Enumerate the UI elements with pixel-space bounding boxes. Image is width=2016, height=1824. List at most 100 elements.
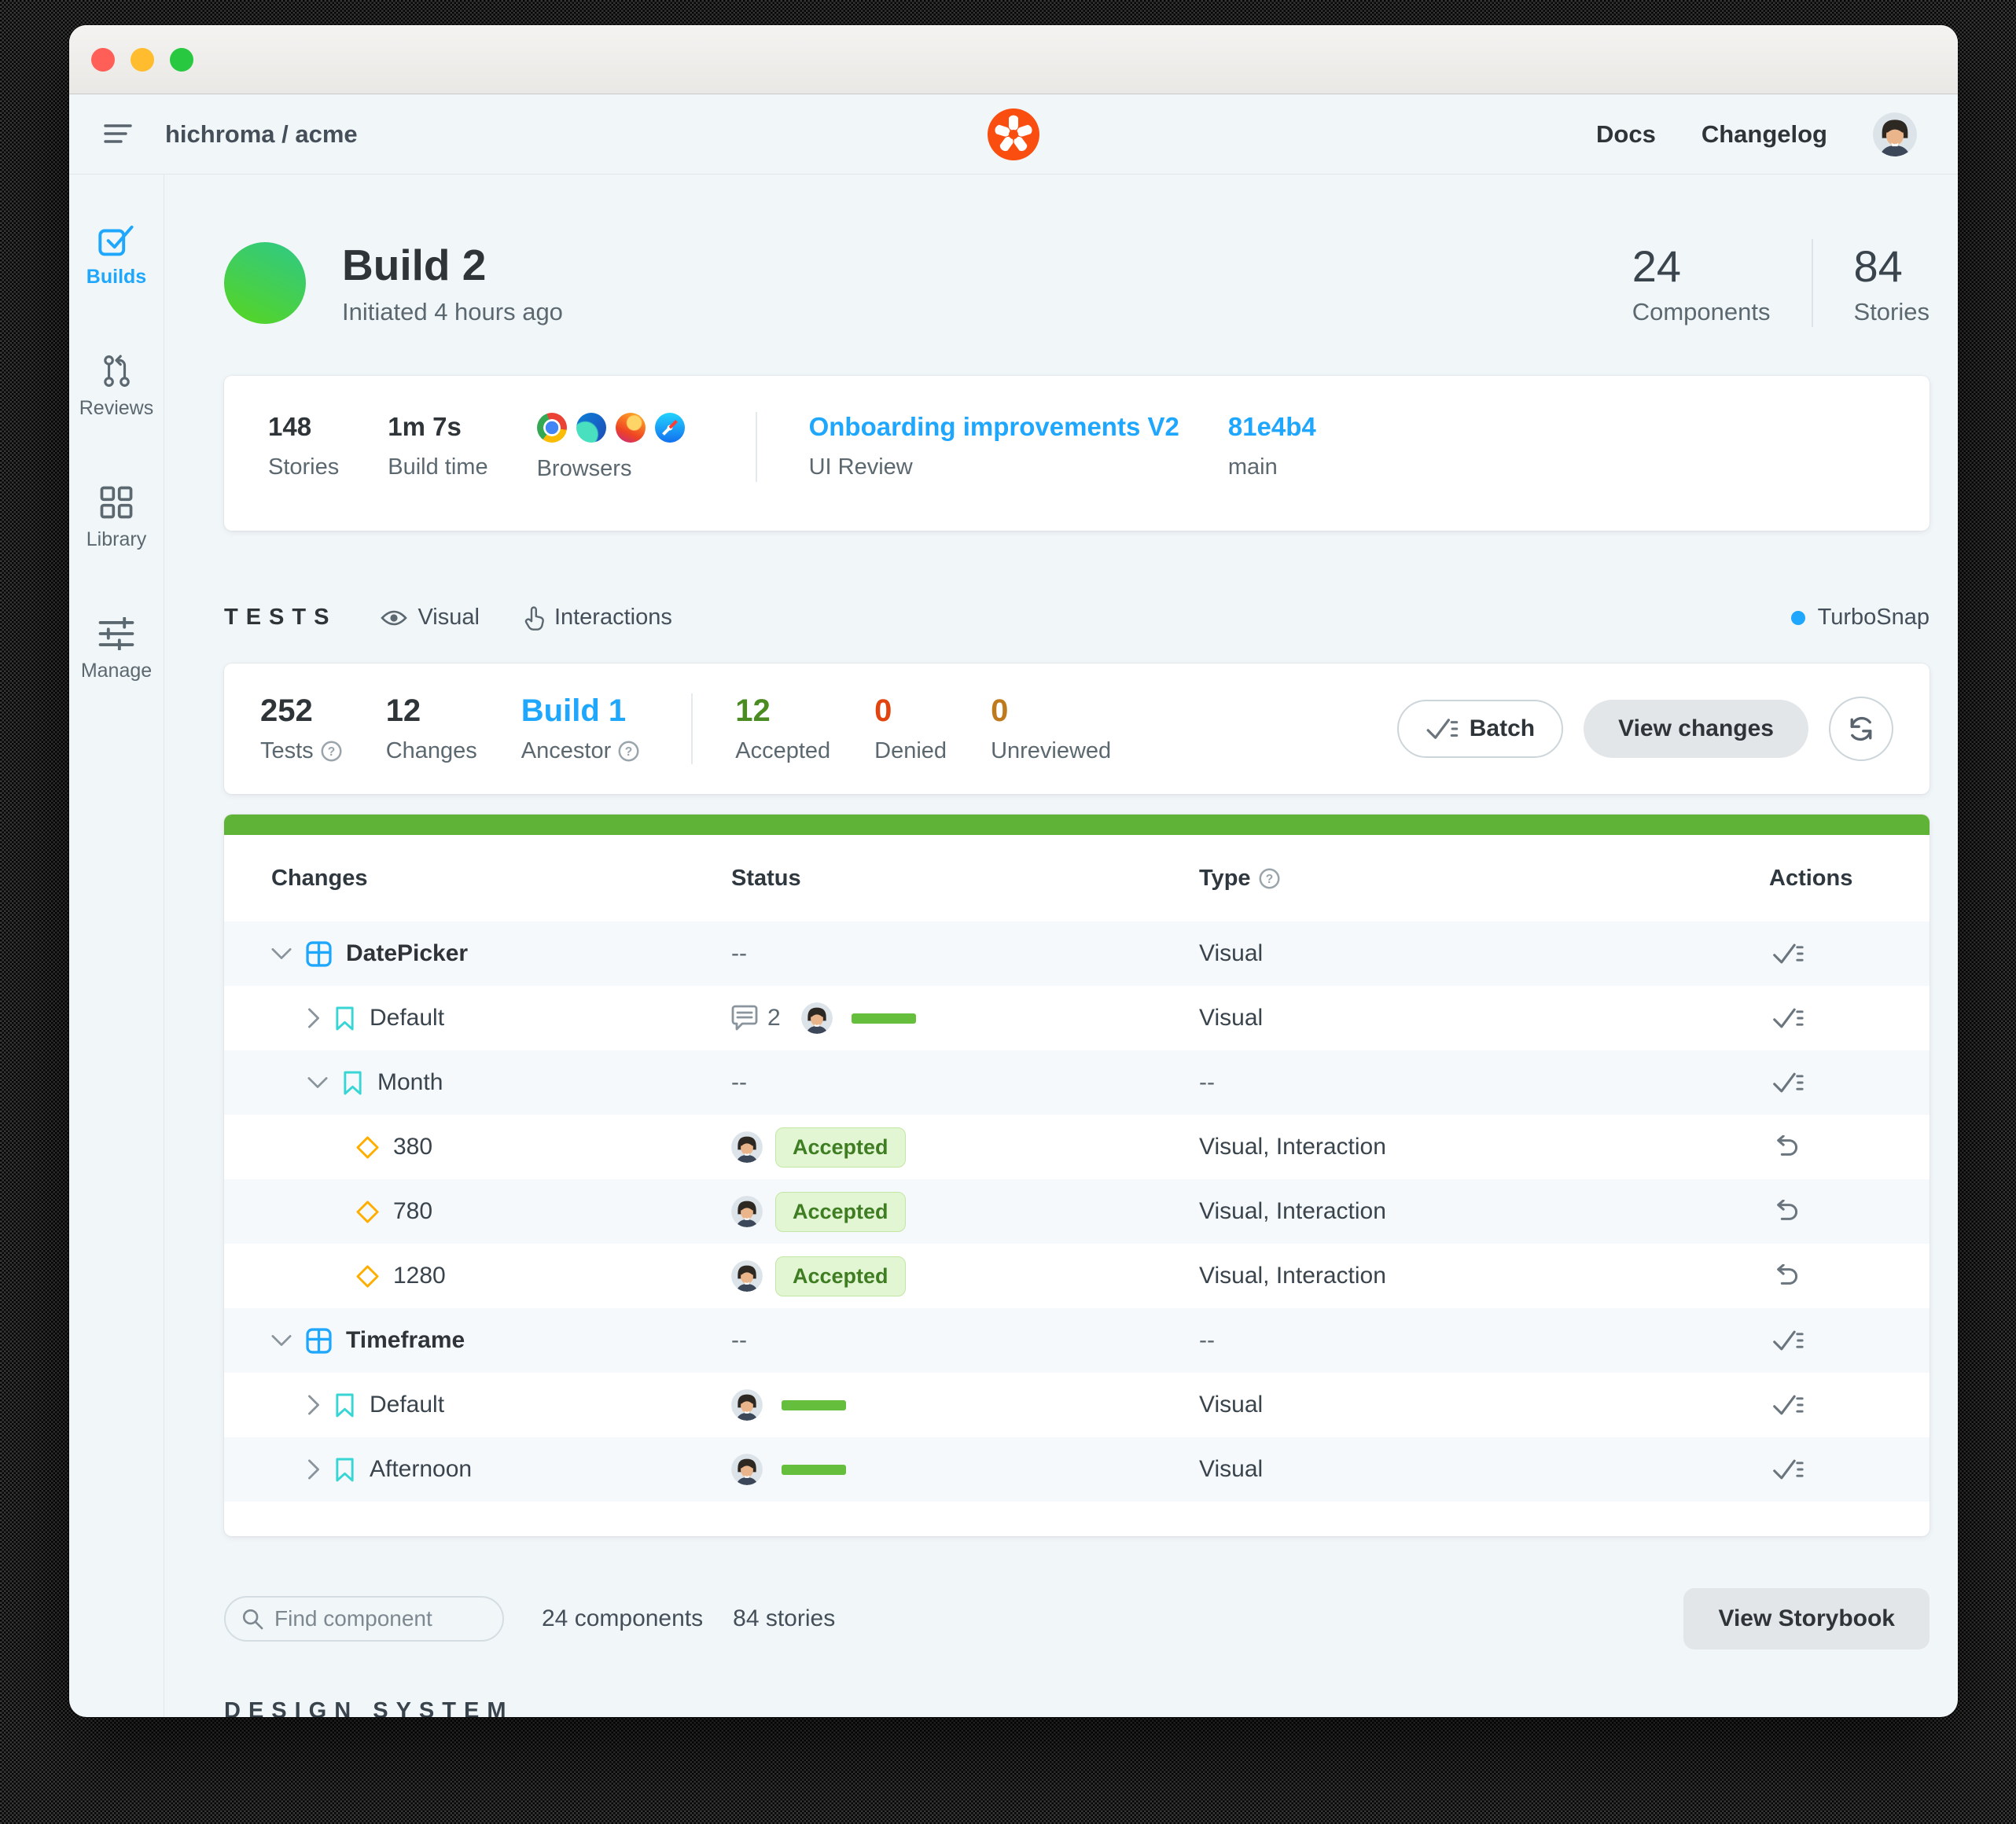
chevron-right-icon[interactable] [307, 1459, 320, 1480]
chevron-down-icon[interactable] [271, 1334, 292, 1347]
sidebar-item-builds[interactable]: Builds [86, 223, 146, 289]
story-name[interactable]: Default [370, 1392, 445, 1418]
sidebar-item-manage[interactable]: Manage [81, 617, 152, 682]
table-row[interactable]: Default Visual [224, 1373, 1930, 1437]
accepted-bar [782, 1399, 846, 1410]
chevron-right-icon[interactable] [307, 1395, 320, 1415]
zoom-window-button[interactable] [170, 47, 193, 72]
component-icon [306, 1328, 332, 1354]
turbosnap-indicator[interactable]: TurboSnap [1790, 605, 1930, 631]
sidebar-item-reviews[interactable]: Reviews [79, 355, 153, 420]
viewport-name[interactable]: 1280 [393, 1263, 446, 1289]
component-name[interactable]: Timeframe [346, 1327, 465, 1353]
batch-icon [1772, 1329, 1804, 1352]
story-name[interactable]: Month [377, 1069, 443, 1095]
tests-label: Tests [260, 738, 314, 763]
batch-accept-button[interactable] [1769, 1326, 1807, 1355]
story-name[interactable]: Default [370, 1005, 445, 1031]
tests-section-header: TESTS Visual Interactions TurboSnap [224, 605, 1930, 631]
comment-icon [731, 1005, 758, 1032]
sidebar-item-label: Builds [86, 266, 147, 288]
search-input[interactable] [224, 1596, 504, 1642]
menu-icon[interactable] [104, 123, 132, 146]
viewport-name[interactable]: 780 [393, 1198, 433, 1224]
minimize-window-button[interactable] [131, 47, 154, 72]
refresh-icon [1846, 714, 1876, 744]
tests-toolbar: 252 Tests 12 Changes Build 1 Ancestor 12… [224, 664, 1930, 794]
chrome-icon [536, 413, 567, 443]
column-status: Status [731, 865, 801, 891]
table-row[interactable]: Month -- -- [224, 1050, 1930, 1115]
window-controls [91, 47, 193, 72]
accepted-stat: 12 Accepted [735, 693, 830, 764]
story-name[interactable]: Afternoon [370, 1456, 473, 1482]
table-row[interactable]: Timeframe -- -- [224, 1308, 1930, 1373]
batch-icon [1772, 1458, 1804, 1481]
docs-link[interactable]: Docs [1596, 120, 1656, 148]
undo-icon [1772, 1135, 1799, 1159]
table-row[interactable]: Afternoon Visual [224, 1437, 1930, 1502]
chevron-down-icon[interactable] [307, 1076, 328, 1089]
visual-label: Visual [418, 605, 480, 630]
components-footer: 24 components 84 stories View Storybook [224, 1588, 1930, 1649]
reviewer-avatar [731, 1196, 763, 1227]
chevron-right-icon[interactable] [307, 1008, 320, 1028]
turbosnap-label: TurboSnap [1817, 605, 1930, 630]
main-content: Build 2 Initiated 4 hours ago 24 Compone… [164, 175, 1958, 1717]
chromatic-logo[interactable] [988, 108, 1039, 160]
batch-accept-button[interactable] [1769, 1454, 1807, 1484]
batch-icon [1426, 717, 1459, 741]
refresh-button[interactable] [1829, 697, 1893, 761]
table-row[interactable]: Default 2 Visual [224, 986, 1930, 1050]
visual-icon [381, 608, 407, 628]
visual-toggle[interactable]: Visual [381, 605, 480, 631]
divider [1811, 239, 1813, 327]
batch-accept-button[interactable] [1769, 939, 1807, 969]
story-icon [334, 1393, 355, 1418]
denied-label: Denied [874, 738, 947, 763]
batch-accept-button[interactable] [1769, 1068, 1807, 1098]
interactions-toggle[interactable]: Interactions [524, 605, 672, 631]
table-row[interactable]: DatePicker -- Visual [224, 921, 1930, 986]
table-row[interactable]: 380 Accepted Visual, Interaction [224, 1115, 1930, 1179]
column-actions: Actions [1769, 865, 1853, 891]
help-icon[interactable] [1259, 868, 1280, 889]
unaccept-button[interactable] [1769, 1132, 1802, 1162]
comment-count: 2 [767, 1005, 781, 1031]
summary-build-time: 1m 7s Build time [388, 412, 487, 480]
batch-accept-button[interactable] [1769, 1390, 1807, 1420]
ancestor-stat: Build 1 Ancestor [521, 693, 639, 764]
viewport-name[interactable]: 380 [393, 1134, 433, 1160]
breadcrumb[interactable]: hichroma / acme [165, 120, 358, 148]
tests-count: 252 [260, 693, 313, 728]
close-window-button[interactable] [91, 47, 115, 72]
sidebar-item-library[interactable]: Library [86, 486, 146, 551]
table-row[interactable]: 1280 Accepted Visual, Interaction [224, 1244, 1930, 1308]
component-name[interactable]: DatePicker [346, 940, 469, 966]
unaccept-button[interactable] [1769, 1197, 1802, 1226]
help-icon[interactable] [321, 741, 342, 762]
accepted-count: 12 [735, 693, 771, 728]
comments-indicator[interactable]: 2 [731, 1005, 781, 1032]
view-storybook-button[interactable]: View Storybook [1683, 1588, 1930, 1649]
status-badge: Accepted [775, 1191, 906, 1232]
user-avatar[interactable] [1873, 112, 1917, 156]
table-row[interactable]: 780 Accepted Visual, Interaction [224, 1179, 1930, 1244]
search-field [224, 1596, 504, 1642]
batch-accept-button[interactable] [1769, 1003, 1807, 1033]
changelog-link[interactable]: Changelog [1701, 120, 1827, 148]
table-body: DatePicker -- Visual Default [224, 921, 1930, 1502]
pull-request-link[interactable]: Onboarding improvements V2 [808, 412, 1179, 441]
commit-link[interactable]: 81e4b4 [1227, 412, 1316, 441]
components-count-text: 24 components [542, 1605, 704, 1631]
denied-stat: 0 Denied [874, 693, 947, 764]
batch-button[interactable]: Batch [1396, 700, 1564, 758]
summary-stories-label: Stories [268, 454, 340, 480]
chevron-down-icon[interactable] [271, 947, 292, 960]
unaccept-button[interactable] [1769, 1261, 1802, 1291]
help-icon[interactable] [618, 741, 639, 762]
view-changes-button[interactable]: View changes [1584, 700, 1808, 758]
type-label: Visual [1199, 1005, 1264, 1031]
ancestor-build-link[interactable]: Build 1 [521, 693, 627, 728]
type-label: Visual [1199, 940, 1264, 966]
